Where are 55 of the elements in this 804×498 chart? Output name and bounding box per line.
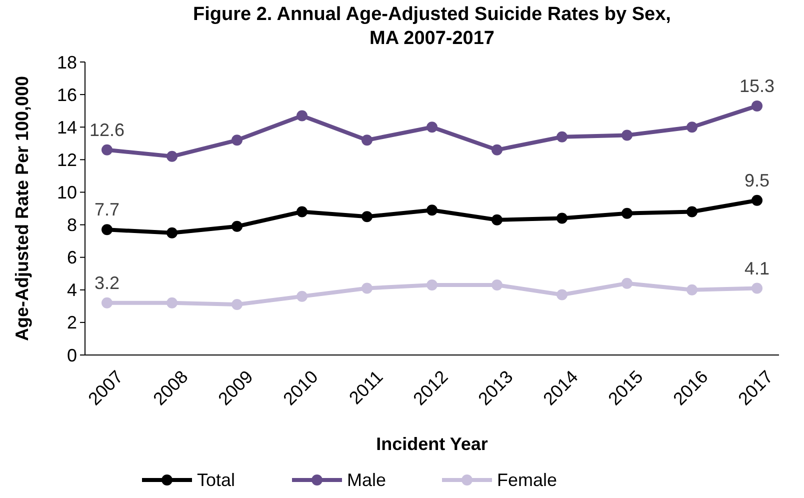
point	[622, 208, 632, 219]
y-tick-label: 18	[56, 52, 77, 72]
legend-label: Female	[497, 470, 558, 490]
point	[492, 280, 502, 291]
point	[686, 284, 698, 296]
data-label: 3.2	[94, 272, 120, 293]
point	[426, 280, 438, 291]
data-label: 9.5	[744, 170, 770, 190]
point	[232, 134, 242, 146]
data-label: 4.1	[744, 258, 770, 278]
point	[166, 150, 178, 162]
point	[232, 220, 242, 232]
point	[296, 110, 308, 122]
y-tick-label: 4	[66, 280, 77, 300]
data-label: 12.6	[89, 120, 125, 140]
point	[622, 130, 632, 141]
point	[296, 290, 308, 302]
point	[686, 206, 698, 218]
point	[362, 134, 372, 146]
point	[492, 144, 502, 156]
point	[166, 227, 178, 238]
point	[362, 282, 372, 294]
y-tick-label: 8	[66, 215, 77, 236]
point	[426, 204, 438, 216]
y-tick-label: 10	[56, 182, 77, 203]
point	[102, 224, 112, 236]
y-tick-label: 2	[66, 312, 77, 333]
point	[296, 206, 308, 218]
point	[556, 212, 568, 224]
y-tick-label: 0	[66, 345, 77, 366]
y-tick-label: 16	[56, 84, 77, 105]
y-tick-label: 6	[66, 248, 77, 268]
legend-label: Male	[347, 470, 386, 490]
point	[166, 297, 178, 308]
point	[232, 299, 242, 310]
point	[556, 131, 568, 142]
point	[492, 214, 502, 226]
chart-title: Figure 2. Annual Age-Adjusted Suicide Rates by Sex, MA 2007-2017	[193, 4, 671, 49]
legend-label: Total	[197, 470, 236, 490]
point	[556, 289, 568, 300]
point	[752, 194, 762, 206]
point	[752, 100, 762, 112]
y-tick-label: 12	[56, 150, 77, 170]
x-axis-title: Incident Year	[376, 434, 488, 454]
point	[752, 282, 762, 294]
point	[686, 122, 698, 133]
data-label: 15.3	[739, 76, 775, 96]
point	[426, 122, 438, 133]
point	[102, 144, 112, 156]
point	[362, 211, 372, 222]
y-axis-title: Age-Adjusted Rate Per 100,000	[12, 76, 32, 342]
y-tick-label: 14	[56, 117, 77, 138]
data-label: 7.7	[94, 200, 120, 220]
point	[102, 297, 112, 308]
point	[622, 278, 632, 289]
